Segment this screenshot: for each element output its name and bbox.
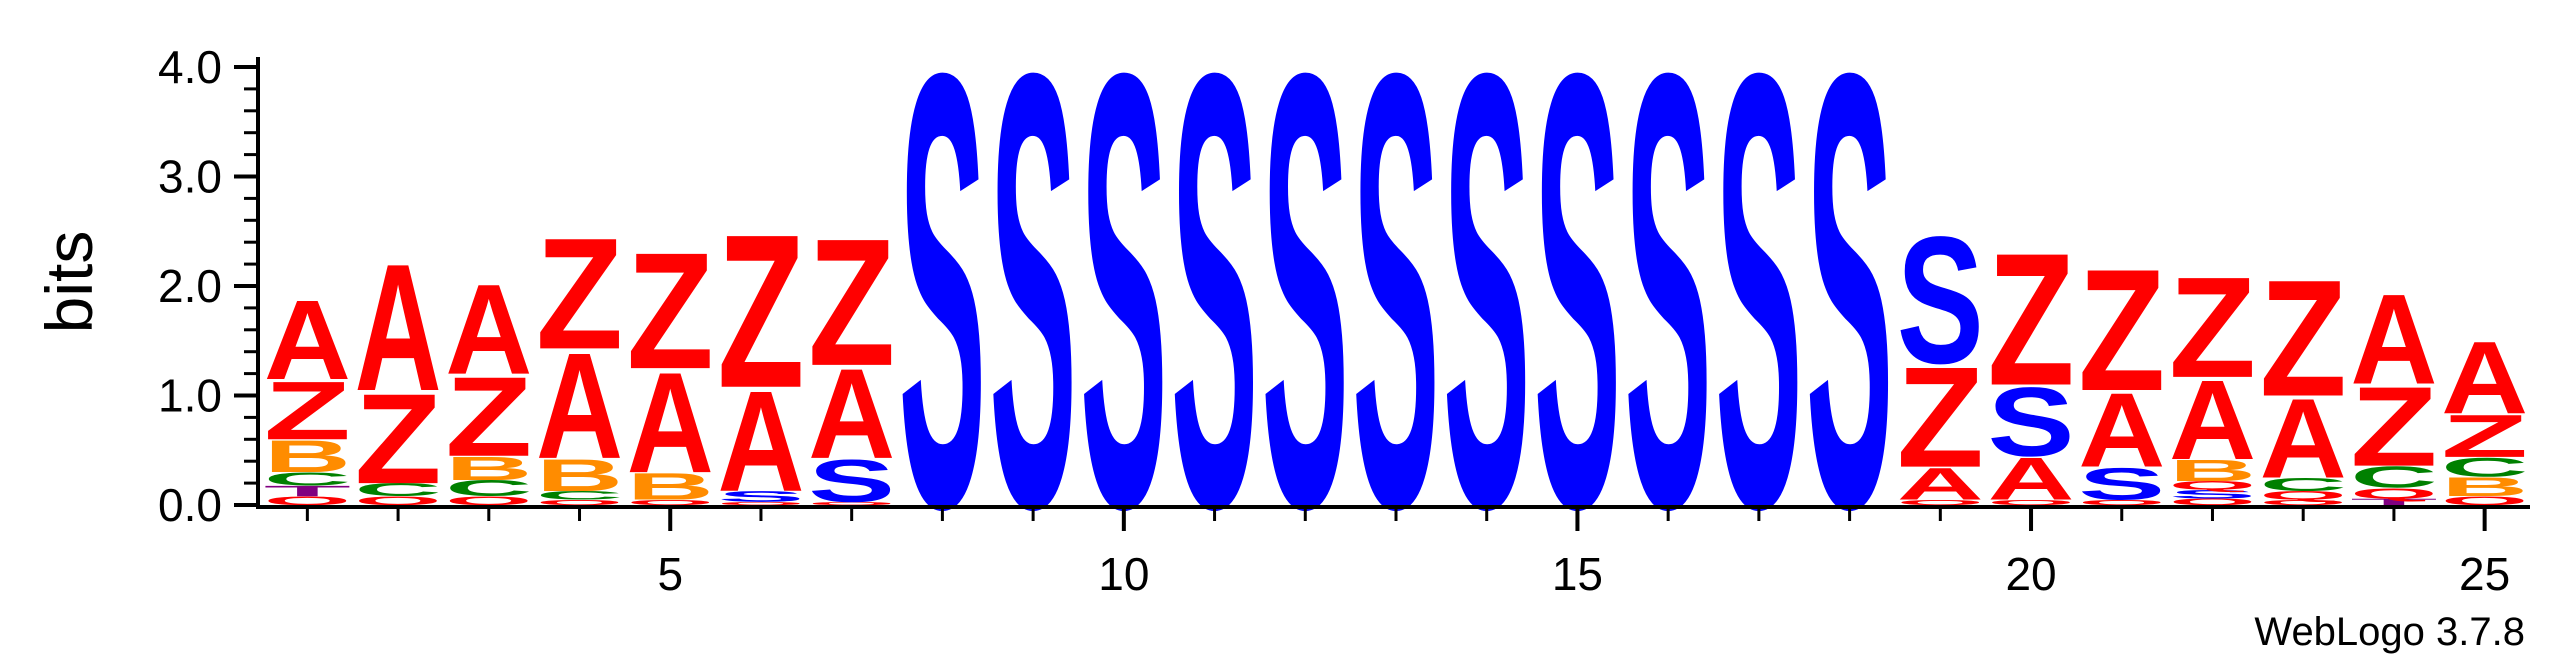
logo-glyph-z-pos-23: Z	[2260, 245, 2347, 431]
weblogo-credit: WebLogo 3.7.8	[2254, 610, 2525, 654]
logo-glyph-q-pos-3: Q	[445, 494, 532, 508]
logo-glyph-a-pos-23: A	[2260, 375, 2347, 502]
logo-glyph-s-pos-7: S	[808, 447, 895, 515]
logo-glyph-b-pos-25: B	[2441, 472, 2528, 502]
logo-glyph-s-pos-15: S	[1534, 0, 1621, 636]
logo-glyph-c-pos-23: C	[2260, 475, 2347, 495]
x-tick-label: 10	[1098, 548, 1149, 600]
y-tick-label: 4.0	[158, 41, 222, 93]
logo-glyph-a-pos-3: A	[445, 258, 532, 401]
x-tick-label: 25	[2459, 548, 2510, 600]
logo-glyph-t-pos-1: T	[264, 483, 351, 500]
logo-glyph-q-pos-4: Q	[536, 498, 623, 506]
logo-glyph-a-pos-7: A	[808, 342, 895, 485]
logo-glyph-z-pos-20: Z	[1987, 215, 2074, 425]
logo-glyph-s-pos-6: S	[717, 488, 804, 505]
logo-glyph-q-pos-25: Q	[2441, 494, 2528, 508]
logo-glyph-c-pos-25: C	[2441, 452, 2528, 482]
y-tick-label: 1.0	[158, 370, 222, 422]
logo-glyph-s-pos-10: S	[1080, 0, 1167, 636]
logo-glyph-z-pos-19: Z	[1897, 338, 1984, 498]
logo-glyph-a-pos-1: A	[264, 276, 351, 403]
logo-glyph-s-pos-19: S	[1897, 200, 1984, 402]
logo-glyph-z-pos-24: Z	[2350, 364, 2437, 491]
axis-layer: 0.0 1.0 2.0 3.0 4.0 5 10 15 20 25	[158, 41, 2530, 600]
logo-glyph-s-pos-18: S	[1806, 0, 1893, 636]
logo-glyph-q-pos-5: Q	[627, 498, 714, 506]
logo-glyph-s-pos-13: S	[1352, 0, 1439, 636]
logo-glyph-s-pos-21: S	[2078, 459, 2165, 510]
logo-glyph-z-pos-22: Z	[2169, 248, 2256, 408]
logo-glyph-b-pos-1: B	[264, 432, 351, 482]
logo-glyph-q-pos-1: Q	[264, 494, 351, 508]
logo-glyph-z-pos-7: Z	[808, 200, 895, 403]
logo-glyph-z-pos-6: Z	[717, 190, 804, 434]
logo-glyph-a-pos-25: A	[2441, 320, 2528, 435]
logo-glyph-z-pos-2: Z	[355, 367, 442, 511]
logo-glyph-c-pos-24: C	[2350, 460, 2437, 494]
logo-glyph-c-pos-4: C	[536, 489, 623, 503]
logo-glyph-q-pos-24: Q	[2350, 485, 2437, 502]
logo-glyph-q-pos-2: Q	[355, 494, 442, 508]
logo-glyph-q-pos-22: Q	[2169, 497, 2256, 507]
logo-glyph-a-pos-6: A	[717, 362, 804, 522]
y-tick-label: 3.0	[158, 151, 222, 203]
logo-glyph-c-pos-3: C	[445, 476, 532, 501]
logo-glyph-q-pos-7: Q	[808, 501, 895, 506]
logo-glyph-a-pos-24: A	[2350, 268, 2437, 411]
y-axis-title: bits	[32, 231, 106, 334]
logo-glyph-s-pos-8: S	[899, 0, 986, 636]
logo-glyph-s-pos-12: S	[1262, 0, 1349, 636]
logo-glyph-q-pos-21: Q	[2078, 498, 2165, 506]
logo-glyph-a-pos-21: A	[2078, 372, 2165, 490]
logo-glyph-s-pos-17: S	[1715, 0, 1802, 636]
y-tick-label: 0.0	[158, 479, 222, 531]
logo-glyph-s-pos-20: S	[1987, 367, 2074, 477]
logo-glyph-t-pos-24: T	[2350, 497, 2437, 507]
y-tick-label: 2.0	[158, 260, 222, 312]
logo-glyph-s-pos-14: S	[1443, 0, 1530, 636]
logo-glyph-q-pos-20: Q	[1987, 498, 2074, 506]
logo-glyph-b-pos-22: B	[2169, 453, 2256, 487]
logo-glyph-z-pos-25: Z	[2441, 403, 2528, 470]
logo-glyph-z-pos-3: Z	[445, 354, 532, 481]
logo-glyph-a-pos-4: A	[536, 321, 623, 490]
logo-glyph-z-pos-1: Z	[264, 364, 351, 457]
logo-glyph-b-pos-4: B	[536, 450, 623, 500]
logo-glyph-a-pos-19: A	[1897, 459, 1984, 509]
x-tick-label: 15	[1552, 548, 1603, 600]
logo-glyph-z-pos-4: Z	[536, 205, 623, 382]
logo-glyph-b-pos-3: B	[445, 450, 532, 487]
logo-glyph-s-pos-11: S	[1171, 0, 1258, 636]
logo-glyph-q-pos-6: Q	[717, 501, 804, 506]
logo-glyph-b-pos-5: B	[627, 465, 714, 507]
logo-glyph-s-pos-16: S	[1625, 0, 1712, 636]
logo-glyph-q-pos-23: Q	[2260, 498, 2347, 506]
logo-glyph-a-pos-22: A	[2169, 356, 2256, 483]
logo-glyph-c-pos-1: C	[264, 469, 351, 489]
logo-glyph-c-pos-2: C	[355, 480, 442, 500]
logo-glyph-a-pos-2: A	[355, 226, 442, 429]
x-tick-label: 5	[657, 548, 683, 600]
x-tick-label: 20	[2005, 548, 2056, 600]
logo-glyph-z-pos-5: Z	[627, 218, 714, 404]
logo-glyph-s-pos-9: S	[990, 0, 1077, 636]
logo-glyph-a-pos-5: A	[627, 343, 714, 503]
logo-glyph-q-pos-22: Q	[2169, 479, 2256, 493]
logo-glyph-a-pos-20: A	[1987, 446, 2074, 513]
logo-glyph-s-pos-22: S	[2169, 487, 2256, 501]
logo-glyph-q-pos-23: Q	[2260, 489, 2347, 503]
logo-glyph-q-pos-19: Q	[1897, 498, 1984, 506]
logo-glyph-z-pos-21: Z	[2078, 233, 2165, 428]
